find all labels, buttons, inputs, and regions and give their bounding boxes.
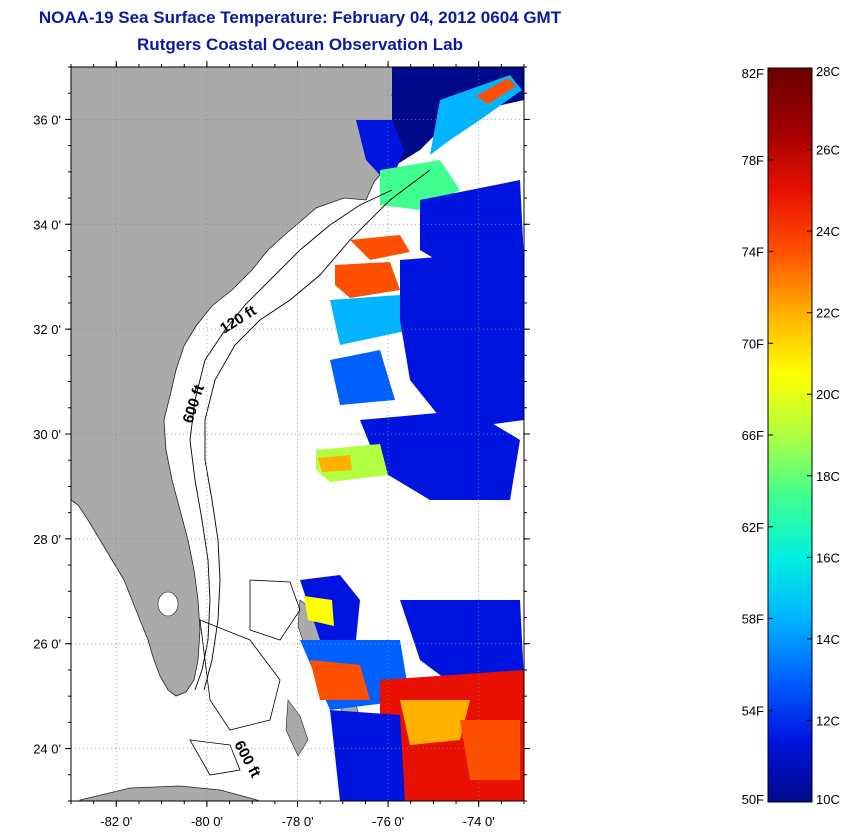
sst-data-layer — [300, 67, 524, 801]
colorbar-c-label: 24C — [816, 224, 840, 239]
latitude-axis: 36 0' 34 0' 32 0' 30 0' 28 0' 26 0' 24 0' — [33, 66, 530, 802]
colorbar-f-label: 78F — [742, 153, 764, 168]
colorbar-f-label: 70F — [742, 336, 764, 351]
lake-okeechobee — [157, 591, 179, 617]
colorbar-f-label: 66F — [742, 428, 764, 443]
colorbar-f-label: 82F — [742, 66, 764, 81]
colorbar-c-label: 12C — [816, 713, 840, 728]
colorbar-fahrenheit-labels: 82F 78F 74F 70F 66F 62F 58F 54F 50F — [742, 66, 773, 807]
contour-600ft — [203, 169, 431, 691]
lon-tick-label: -82 0' — [100, 814, 132, 829]
lon-tick-label: -80 0' — [191, 814, 223, 829]
colorbar-celsius-labels: 28C 26C 24C 22C 20C 18C 16C 14C 12C 10C — [807, 64, 840, 807]
lon-tick-label: -78 0' — [281, 814, 313, 829]
us-landmass — [71, 67, 405, 697]
lat-tick-label: 28 0' — [33, 532, 61, 547]
colorbar-f-label: 74F — [742, 245, 764, 260]
colorbar-f-label: 58F — [742, 612, 764, 627]
lat-tick-label: 24 0' — [33, 742, 61, 757]
colorbar-c-label: 18C — [816, 469, 840, 484]
lat-tick-label: 36 0' — [33, 112, 61, 127]
colorbar-c-label: 14C — [816, 632, 840, 647]
colorbar-c-label: 16C — [816, 550, 840, 565]
colorbar-c-label: 22C — [816, 306, 840, 321]
colorbar-f-label: 62F — [742, 520, 764, 535]
lat-tick-label: 34 0' — [33, 217, 61, 232]
lat-tick-label: 30 0' — [33, 427, 61, 442]
longitude-axis: -82 0' -80 0' -78 0' -76 0' -74 0' — [70, 61, 525, 829]
colorbar: 82F 78F 74F 70F 66F 62F 58F 54F 50F 28C 26C 24C 22C… — [742, 64, 840, 807]
map-subtitle: Rutgers Coastal Ocean Observation Lab — [137, 35, 463, 54]
cuba-landmass — [79, 785, 261, 801]
colorbar-c-label: 20C — [816, 387, 840, 402]
lat-tick-label: 32 0' — [33, 322, 61, 337]
map-title: NOAA-19 Sea Surface Temperature: Februar… — [38, 8, 562, 27]
contour-120ft — [189, 189, 393, 691]
colorbar-c-label: 28C — [816, 64, 840, 79]
lon-tick-label: -74 0' — [463, 814, 495, 829]
contour-lower — [189, 579, 301, 776]
lat-tick-label: 26 0' — [33, 637, 61, 652]
colorbar-c-label: 10C — [816, 792, 840, 807]
colorbar-f-label: 54F — [742, 703, 764, 718]
colorbar-c-label: 26C — [816, 143, 840, 158]
colorbar-gradient — [767, 67, 813, 803]
lon-tick-label: -76 0' — [372, 814, 404, 829]
colorbar-f-label: 50F — [742, 792, 764, 807]
